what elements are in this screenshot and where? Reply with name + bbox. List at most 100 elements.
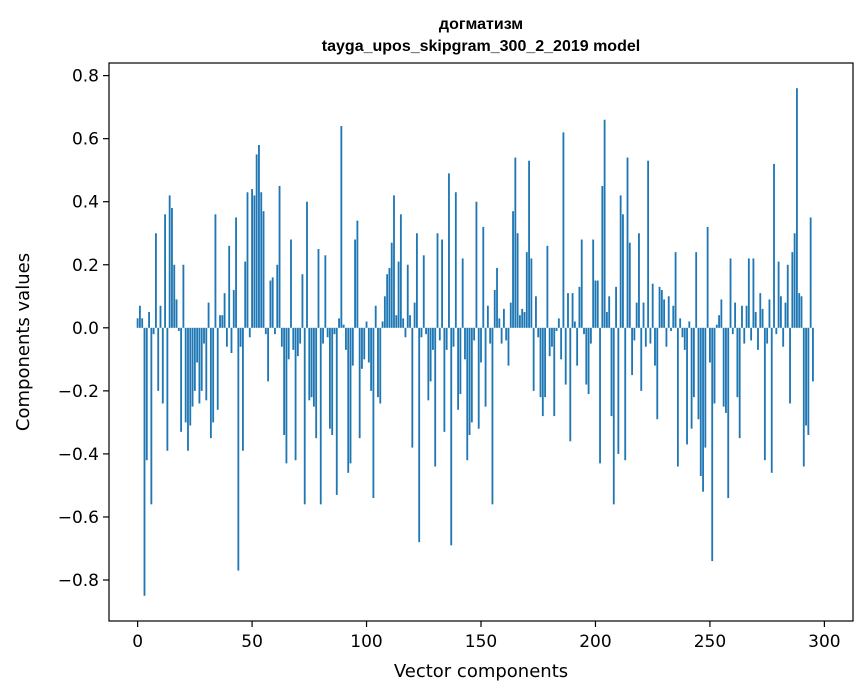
bar [354, 239, 357, 328]
bar [624, 327, 627, 461]
bar [324, 255, 327, 328]
bar [770, 327, 773, 473]
bar [654, 327, 656, 366]
bar [512, 211, 514, 328]
y-tick-label: −0.2 [58, 382, 99, 402]
bar [457, 327, 460, 410]
bar [546, 245, 549, 328]
bar [750, 327, 753, 341]
bar [166, 327, 169, 451]
bar [626, 157, 629, 328]
bar [216, 327, 219, 410]
x-tick-label: 300 [808, 632, 840, 652]
bar [351, 327, 354, 366]
bar [342, 324, 345, 328]
chart-subtitle: tayga_upos_skipgram_300_2_2019 model [322, 38, 640, 55]
bar [381, 321, 384, 328]
bar [409, 315, 411, 328]
bar [747, 258, 750, 328]
x-tick-label: 0 [132, 632, 143, 652]
bar [699, 327, 702, 476]
bar [214, 214, 217, 328]
bar [537, 327, 540, 338]
bar [514, 157, 517, 328]
bar [193, 327, 196, 391]
bar [500, 327, 503, 344]
bar [200, 327, 203, 391]
bar [308, 327, 311, 401]
bar [658, 286, 661, 328]
bar [704, 327, 707, 448]
bar [296, 327, 299, 357]
bar [175, 299, 178, 328]
bar [599, 327, 601, 464]
y-tick-label: −0.4 [58, 445, 99, 465]
bar [335, 327, 338, 495]
bar [365, 321, 368, 328]
bar [315, 327, 318, 439]
bar [560, 327, 563, 360]
bar [480, 327, 482, 363]
bar [258, 144, 260, 328]
bar [482, 226, 485, 328]
bar [363, 327, 366, 360]
bar [319, 327, 322, 505]
bar [631, 327, 633, 376]
bar [454, 192, 457, 328]
bar [164, 214, 166, 328]
bar [306, 201, 308, 328]
x-tick-label: 100 [350, 632, 382, 652]
bar [587, 327, 590, 395]
bar [248, 327, 251, 338]
bar [709, 327, 711, 363]
bar [541, 327, 544, 417]
bar [660, 289, 663, 328]
bar [789, 327, 791, 404]
bar [745, 305, 748, 328]
bar [374, 305, 377, 328]
bar [738, 327, 741, 439]
bar [370, 327, 373, 391]
bar [539, 327, 542, 398]
bar [255, 154, 258, 328]
bar [782, 327, 785, 347]
bar [349, 327, 352, 464]
bar [345, 327, 347, 350]
bar [329, 327, 331, 429]
bar [420, 327, 423, 338]
bar [573, 321, 576, 328]
bar [656, 327, 659, 420]
bar [681, 327, 684, 338]
bar [692, 327, 695, 398]
bar [246, 192, 249, 328]
bar [347, 327, 350, 473]
bar [432, 327, 434, 350]
bar [274, 327, 276, 335]
bar [610, 327, 613, 417]
bar [649, 327, 652, 344]
bar [525, 252, 528, 328]
bar [672, 305, 675, 328]
bar [184, 327, 187, 423]
bar [448, 173, 450, 328]
bar [152, 327, 155, 335]
bar [173, 264, 176, 328]
bar [468, 327, 471, 435]
bar [358, 327, 361, 439]
bar [555, 327, 558, 331]
bar [802, 327, 805, 467]
bar [676, 327, 679, 467]
bar [784, 302, 787, 328]
bar [720, 299, 723, 328]
bar [791, 252, 794, 328]
bar [665, 327, 668, 347]
bar [793, 233, 796, 328]
bar [766, 327, 769, 344]
bar [244, 261, 247, 328]
bar [489, 327, 492, 344]
x-tick-label: 150 [465, 632, 497, 652]
x-tick-label: 200 [579, 632, 611, 652]
bar [663, 299, 666, 328]
bar [285, 327, 288, 464]
